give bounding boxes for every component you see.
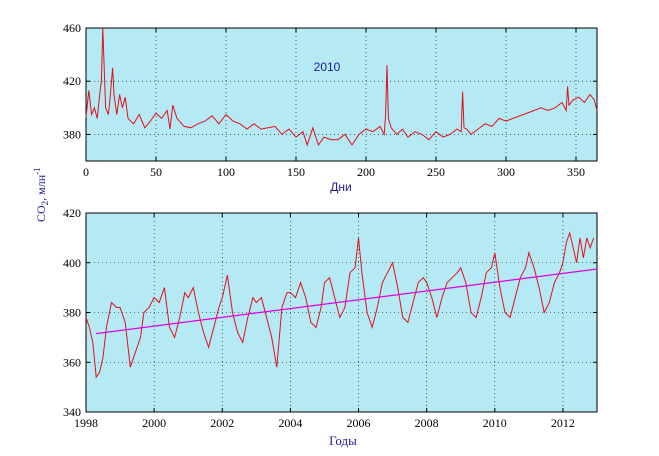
bottom-chart-series [85, 231, 598, 379]
top-chart-y-ticks: 380 420 460 [63, 21, 597, 141]
bottom-chart-x-tick-label: 2012 [551, 416, 575, 430]
top-chart-y-tick-label: 420 [63, 74, 81, 88]
bottom-chart-x-tick-label: 2004 [278, 416, 302, 430]
top-chart-x-ticks: 0 50 100 150 200 250 300 350 [83, 28, 585, 179]
top-chart-series-line [85, 27, 598, 147]
bottom-chart-y-tick-label: 340 [63, 405, 81, 419]
svg-text:CO2, млн-1: CO2, млн-1 [32, 167, 50, 222]
bottom-chart-x-tick-label: 2010 [483, 416, 507, 430]
y-axis-label-co: CO [34, 205, 48, 222]
bottom-chart-x-tick-label: 1998 [74, 416, 98, 430]
bottom-chart-y-tick-label: 420 [63, 206, 81, 220]
bottom-chart-trend-line [96, 268, 598, 335]
top-chart-x-tick-label: 350 [567, 165, 585, 179]
y-axis-label: CO2, млн-1 [32, 167, 50, 222]
bottom-chart-y-tick-label: 400 [63, 256, 81, 270]
bottom-chart-x-ticks: 1998 2000 2002 2004 2006 2008 2010 2012 [74, 213, 575, 430]
bottom-chart-series-line [85, 231, 595, 379]
bottom-chart-y-ticks: 340 360 380 400 420 [63, 206, 597, 419]
y-axis-label-subscript: 2 [40, 201, 50, 206]
top-chart-x-axis-label: Дни [330, 180, 351, 194]
top-chart-annotation: 2010 [314, 60, 341, 74]
bottom-chart-x-tick-label: 2000 [142, 416, 166, 430]
top-chart-x-tick-label: 250 [427, 165, 445, 179]
y-axis-label-superscript: -1 [32, 167, 42, 175]
top-chart-y-tick-label: 460 [63, 21, 81, 35]
bottom-chart-x-tick-label: 2002 [210, 416, 234, 430]
y-axis-label-unit: , млн [34, 174, 48, 201]
top-chart-y-tick-label: 380 [63, 127, 81, 141]
bottom-chart-x-tick-label: 2006 [347, 416, 371, 430]
top-chart-x-tick-label: 200 [357, 165, 375, 179]
top-chart-axes [85, 27, 598, 162]
top-chart-x-tick-label: 150 [287, 165, 305, 179]
top-chart-x-tick-label: 100 [217, 165, 235, 179]
top-chart: 0 50 100 150 200 250 300 350 380 420 460 2010 Дни [63, 21, 598, 194]
top-chart-x-tick-label: 0 [83, 165, 89, 179]
top-chart-x-tick-label: 300 [497, 165, 515, 179]
bottom-chart-y-tick-label: 360 [63, 355, 81, 369]
top-chart-x-tick-label: 50 [150, 165, 162, 179]
top-chart-series [85, 27, 598, 147]
bottom-chart-x-axis-label: Годы [329, 433, 357, 448]
bottom-chart-y-tick-label: 380 [63, 306, 81, 320]
bottom-chart-x-tick-label: 2008 [415, 416, 439, 430]
bottom-chart: 1998 2000 2002 2004 2006 2008 2010 2012 3403603… [63, 206, 598, 448]
